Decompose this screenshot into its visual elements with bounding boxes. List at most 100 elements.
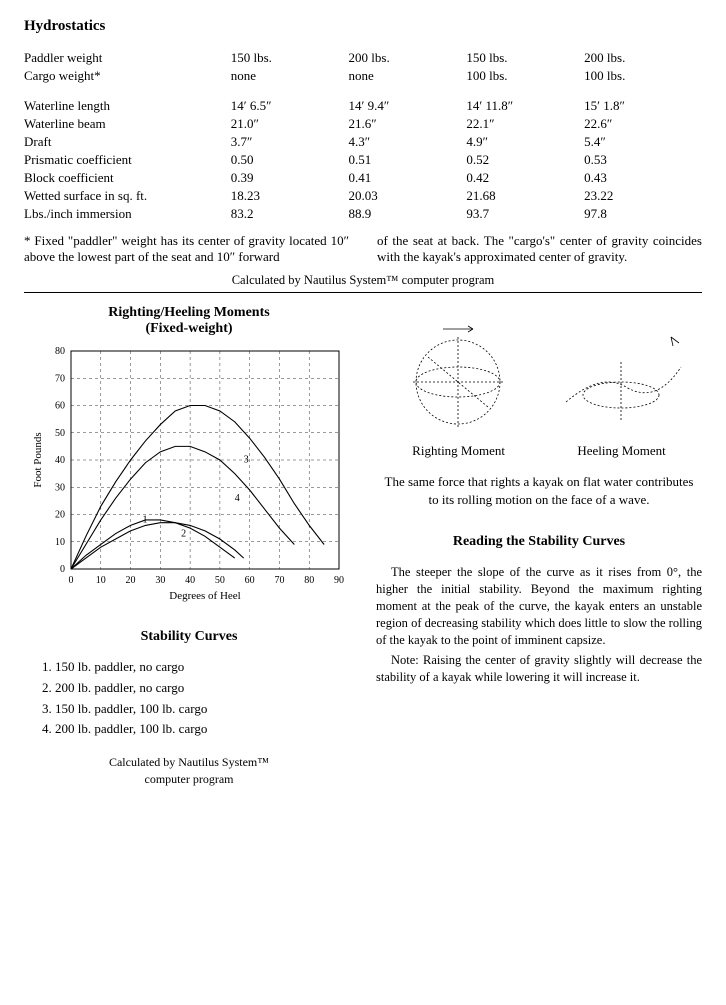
row-value: 100 lbs. — [584, 67, 702, 85]
row-value: 18.23 — [231, 187, 349, 205]
svg-text:60: 60 — [55, 401, 65, 412]
row-value: 150 lbs. — [466, 49, 584, 67]
row-value: 0.53 — [584, 151, 702, 169]
calc-by-l2: computer program — [145, 772, 234, 786]
row-value: 22.1″ — [466, 115, 584, 133]
row-value: 3.7″ — [231, 133, 349, 151]
section-divider — [24, 292, 702, 293]
svg-text:30: 30 — [155, 575, 165, 586]
row-value: 23.22 — [584, 187, 702, 205]
heeling-moment-diagram — [551, 317, 691, 437]
row-value: 0.51 — [349, 151, 467, 169]
moment-diagrams — [376, 317, 702, 437]
svg-text:0: 0 — [60, 564, 65, 575]
calc-by-bottom: Calculated by Nautilus System™ computer … — [24, 754, 354, 788]
hydrostatics-footnote: * Fixed "paddler" weight has its center … — [24, 233, 702, 265]
footnote-left: * Fixed "paddler" weight has its center … — [24, 233, 349, 265]
legend-item: 3. 150 lb. paddler, 100 lb. cargo — [42, 699, 354, 720]
chart-title-line2: (Fixed-weight) — [145, 321, 232, 336]
row-value: 4.3″ — [349, 133, 467, 151]
row-label: Cargo weight* — [24, 67, 231, 85]
svg-text:Foot Pounds: Foot Pounds — [32, 432, 44, 487]
row-value: 21.0″ — [231, 115, 349, 133]
row-value: 93.7 — [466, 205, 584, 223]
righting-caption: Righting Moment — [412, 443, 505, 459]
table-row: Draft3.7″4.3″4.9″5.4″ — [24, 133, 702, 151]
row-label: Wetted surface in sq. ft. — [24, 187, 231, 205]
chart-title: Righting/Heeling Moments (Fixed-weight) — [24, 305, 354, 337]
svg-text:40: 40 — [55, 455, 65, 466]
row-value: 88.9 — [349, 205, 467, 223]
row-value: 0.42 — [466, 169, 584, 187]
righting-moments-chart: 0102030405060708090010203040506070801234… — [29, 343, 349, 603]
row-value: 21.6″ — [349, 115, 467, 133]
table-row: Block coefficient0.390.410.420.43 — [24, 169, 702, 187]
reading-p1: The steeper the slope of the curve as it… — [376, 564, 702, 648]
svg-text:50: 50 — [215, 575, 225, 586]
row-value: 20.03 — [349, 187, 467, 205]
righting-moment-diagram — [388, 317, 528, 437]
row-value: none — [231, 67, 349, 85]
hydrostatics-table: Paddler weight150 lbs.200 lbs.150 lbs.20… — [24, 49, 702, 223]
table-row: Wetted surface in sq. ft.18.2320.0321.68… — [24, 187, 702, 205]
svg-text:0: 0 — [69, 575, 74, 586]
svg-text:20: 20 — [55, 510, 65, 521]
row-value: 14′ 9.4″ — [349, 97, 467, 115]
row-value: 0.52 — [466, 151, 584, 169]
svg-text:1: 1 — [142, 515, 147, 526]
svg-text:4: 4 — [235, 493, 240, 504]
reading-body: The steeper the slope of the curve as it… — [376, 564, 702, 686]
table-row: Paddler weight150 lbs.200 lbs.150 lbs.20… — [24, 49, 702, 67]
table-row: Waterline beam21.0″21.6″22.1″22.6″ — [24, 115, 702, 133]
reading-p2: Note: Raising the center of gravity slig… — [376, 652, 702, 686]
svg-text:3: 3 — [244, 455, 249, 466]
row-value: 0.50 — [231, 151, 349, 169]
row-label: Block coefficient — [24, 169, 231, 187]
svg-text:90: 90 — [334, 575, 344, 586]
row-value: 14′ 6.5″ — [231, 97, 349, 115]
row-value: 200 lbs. — [584, 49, 702, 67]
diagram-explain: The same force that rights a kayak on fl… — [384, 473, 694, 508]
reading-title: Reading the Stability Curves — [376, 534, 702, 550]
legend-item: 2. 200 lb. paddler, no cargo — [42, 678, 354, 699]
svg-text:80: 80 — [55, 346, 65, 357]
svg-text:10: 10 — [55, 537, 65, 548]
legend-list: 1. 150 lb. paddler, no cargo2. 200 lb. p… — [24, 657, 354, 740]
hydrostatics-title: Hydrostatics — [24, 18, 702, 35]
row-label: Paddler weight — [24, 49, 231, 67]
row-value: 83.2 — [231, 205, 349, 223]
legend-item: 4. 200 lb. paddler, 100 lb. cargo — [42, 719, 354, 740]
table-row: Prismatic coefficient0.500.510.520.53 — [24, 151, 702, 169]
row-value: 14′ 11.8″ — [466, 97, 584, 115]
svg-text:70: 70 — [274, 575, 284, 586]
row-label: Draft — [24, 133, 231, 151]
svg-text:20: 20 — [126, 575, 136, 586]
chart-title-line1: Righting/Heeling Moments — [108, 305, 269, 320]
row-value: 5.4″ — [584, 133, 702, 151]
row-label: Waterline beam — [24, 115, 231, 133]
row-value: 150 lbs. — [231, 49, 349, 67]
row-value: 0.39 — [231, 169, 349, 187]
row-label: Prismatic coefficient — [24, 151, 231, 169]
row-value: 100 lbs. — [466, 67, 584, 85]
row-value: 21.68 — [466, 187, 584, 205]
row-value: 200 lbs. — [349, 49, 467, 67]
svg-text:10: 10 — [96, 575, 106, 586]
svg-text:Degrees of Heel: Degrees of Heel — [169, 590, 240, 602]
table-row: Waterline length14′ 6.5″14′ 9.4″14′ 11.8… — [24, 97, 702, 115]
footnote-right: of the seat at back. The "cargo's" cente… — [377, 233, 702, 265]
calc-by-top: Calculated by Nautilus System™ computer … — [24, 273, 702, 288]
svg-text:60: 60 — [245, 575, 255, 586]
calc-by-l1: Calculated by Nautilus System™ — [109, 755, 269, 769]
table-row: Cargo weight*nonenone100 lbs.100 lbs. — [24, 67, 702, 85]
table-row: Lbs./inch immersion83.288.993.797.8 — [24, 205, 702, 223]
row-value: 4.9″ — [466, 133, 584, 151]
svg-text:2: 2 — [181, 528, 186, 539]
heeling-caption: Heeling Moment — [577, 443, 665, 459]
svg-text:40: 40 — [185, 575, 195, 586]
svg-text:70: 70 — [55, 373, 65, 384]
row-value: 97.8 — [584, 205, 702, 223]
row-value: 0.41 — [349, 169, 467, 187]
svg-text:80: 80 — [304, 575, 314, 586]
row-value: 15′ 1.8″ — [584, 97, 702, 115]
